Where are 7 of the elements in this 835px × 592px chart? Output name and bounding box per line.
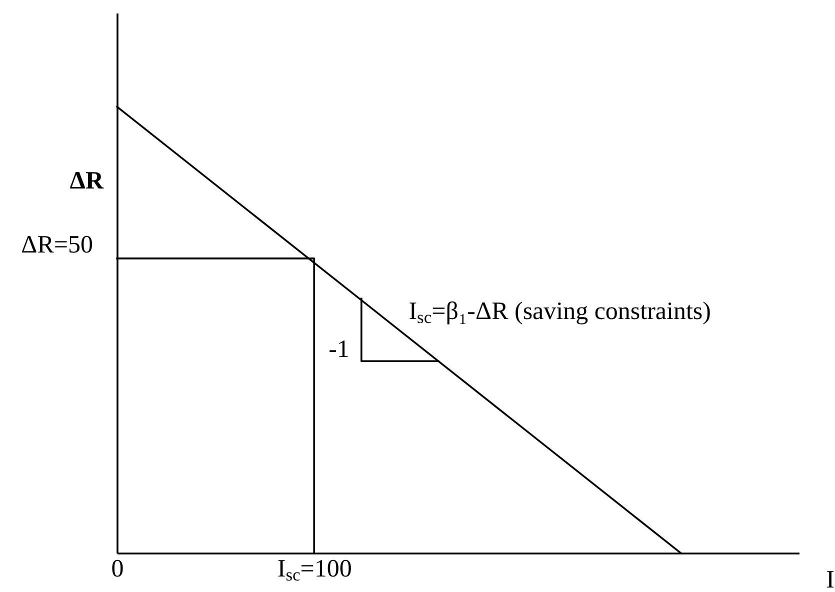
x-tick-label: 0 — [111, 556, 124, 582]
annotation: -1 — [328, 336, 350, 364]
x-tick-label: I$_{sc}$=100 — [277, 556, 352, 584]
y-axis-title: ΔR — [70, 168, 104, 194]
annotation: ΔR=50 — [21, 231, 93, 258]
x-axis-title: I — [826, 566, 834, 592]
annotation: I$_{sc}$=β₁-ΔR (saving constraints) — [408, 298, 711, 326]
